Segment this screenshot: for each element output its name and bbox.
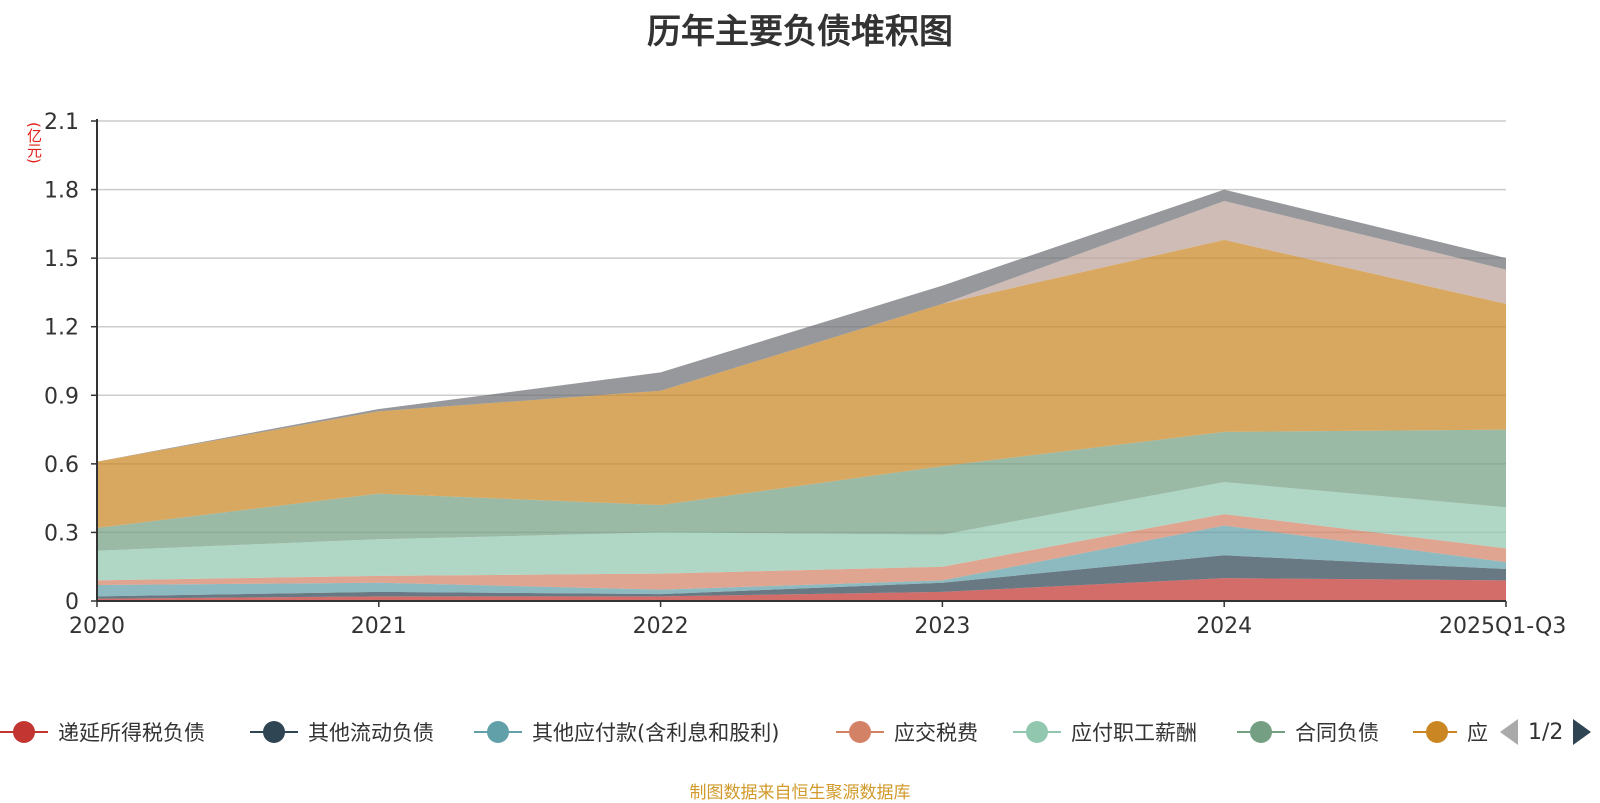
x-tick-label: 2021 [351, 614, 407, 639]
area-0[interactable] [97, 578, 1506, 601]
legend-item[interactable]: 应交税费 [836, 714, 1006, 750]
x-tick-label: 2022 [633, 614, 689, 639]
x-tick-labels: 2020 2021 2022 2023 2024 2025Q1-Q3 [69, 614, 1566, 639]
legend-marker-icon [836, 720, 884, 744]
x-tick-label: 2023 [914, 614, 970, 639]
legend-item[interactable]: 其他应付款(含利息和股利) [474, 714, 824, 750]
area-3[interactable] [97, 514, 1506, 590]
x-tick-label: 2024 [1196, 614, 1252, 639]
area-1[interactable] [97, 555, 1506, 599]
chart-title: 历年主要负债堆积图 [647, 12, 953, 52]
area-6[interactable] [97, 239, 1506, 528]
legend-label: 其他流动负债 [308, 721, 434, 745]
area-series [97, 189, 1506, 601]
legend-item[interactable]: 递延所得税负债 [0, 714, 240, 750]
stacked-area-chart: 00.30.60.91.21.51.82.1 2020 2021 2022 2023 2… [44, 110, 1566, 639]
legend-label: 应付职工薪酬 [1071, 721, 1197, 745]
legend-label: 其他应付款(含利息和股利) [532, 721, 780, 745]
y-tick-label: 0 [65, 590, 79, 615]
legend-item[interactable]: 合同负债 [1237, 714, 1407, 750]
legend-pager: 1/2 [1498, 714, 1593, 750]
y-tick-label: 1.5 [44, 247, 79, 272]
x-tick-label: 2025Q1-Q3 [1439, 614, 1566, 639]
y-tick-label: 0.6 [44, 453, 79, 478]
legend-marker-icon [1237, 720, 1285, 744]
y-tick-label: 2.1 [44, 110, 79, 135]
legend-marker-icon [250, 720, 298, 744]
legend-label: 合同负债 [1295, 721, 1379, 745]
area-2[interactable] [97, 525, 1506, 597]
x-tick-label: 2020 [69, 614, 125, 639]
y-tick-label: 1.2 [44, 316, 79, 341]
y-tick-label: 1.8 [44, 179, 79, 204]
axes [91, 119, 1507, 607]
y-axis-unit: (亿元) [25, 122, 43, 164]
legend-marker-icon [0, 720, 48, 744]
legend-page-indicator: 1/2 [1528, 719, 1564, 745]
data-source-note: 制图数据来自恒生聚源数据库 [689, 783, 911, 803]
legend-marker-icon [474, 720, 522, 744]
legend-label: 应交税费 [894, 721, 978, 745]
y-tick-label: 0.3 [44, 521, 79, 546]
area-5[interactable] [97, 429, 1506, 551]
y-tick-label: 0.9 [44, 384, 79, 409]
legend-item[interactable]: 应 [1413, 714, 1488, 750]
area-4[interactable] [97, 482, 1506, 581]
legend-prev-icon[interactable] [1498, 717, 1520, 747]
legend-item[interactable]: 应付职工薪酬 [1013, 714, 1228, 750]
legend-label: 应 [1467, 721, 1488, 745]
legend-next-icon[interactable] [1571, 717, 1593, 747]
legend-label: 递延所得税负债 [58, 721, 205, 745]
y-tick-labels: 0 0.3 0.6 0.9 1.2 1.5 1.8 2.1 [44, 110, 79, 615]
legend-marker-icon [1013, 720, 1061, 744]
legend-marker-icon [1413, 720, 1457, 744]
legend: 递延所得税负债 其他流动负债 其他应付款(含利息和股利) 应交税费 应付职工薪酬 合同负债… [0, 714, 1600, 750]
legend-item[interactable]: 其他流动负债 [250, 714, 465, 750]
